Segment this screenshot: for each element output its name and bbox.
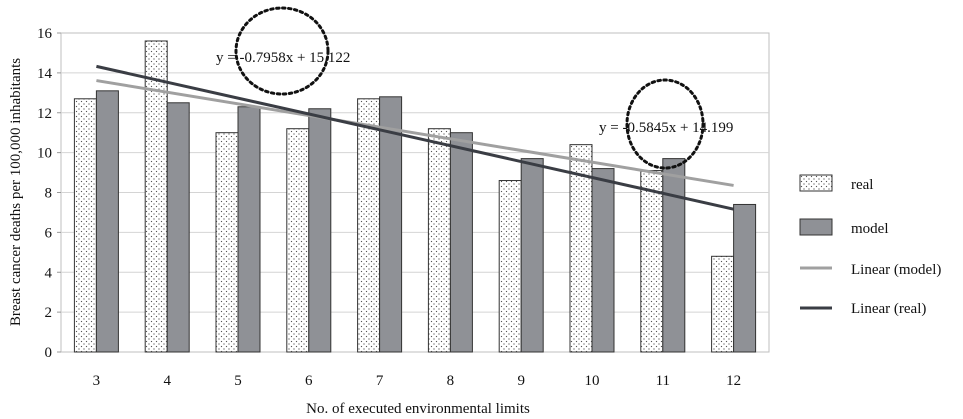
annotations: y = -0.7958x + 15.122 y = -0.5845x + 14.1…	[216, 6, 733, 170]
bar-model-9	[520, 158, 544, 353]
x-tick-label: 9	[517, 373, 525, 389]
y-tick-label: 16	[37, 26, 53, 42]
y-tick-label: 2	[45, 305, 53, 321]
highlight-circle	[625, 78, 705, 170]
y-tick-label: 4	[45, 265, 53, 281]
legend: real model Linear (model) Linear (real)	[799, 174, 941, 317]
trend-equation-label: y = -0.5845x + 14.199	[599, 120, 733, 136]
x-tick-label: 5	[234, 373, 242, 389]
highlight-circle	[234, 6, 330, 96]
bar-model-5	[237, 106, 261, 353]
bar-model-12	[733, 203, 757, 353]
x-tick-label: 4	[163, 373, 171, 389]
bar-model-3	[95, 90, 119, 353]
x-tick-label: 8	[447, 373, 455, 389]
y-tick-label: 6	[45, 225, 53, 241]
legend-label-model: model	[851, 221, 889, 237]
legend-item-linear-real: Linear (real)	[800, 301, 926, 317]
trendline-linear-model	[96, 79, 734, 187]
x-tick-label: 6	[305, 373, 313, 389]
bar-real-5	[215, 132, 239, 353]
bar-real-8	[427, 128, 451, 353]
bar-model-11	[662, 158, 686, 353]
bar-real-7	[357, 98, 381, 353]
legend-label-linear-real: Linear (real)	[851, 301, 926, 317]
legend-swatch-real	[799, 174, 833, 192]
bar-model-4	[166, 102, 190, 353]
x-axis-label: No. of executed environmental limits	[306, 401, 530, 417]
bar-real-6	[286, 128, 310, 353]
bar-model-7	[379, 96, 403, 353]
y-tick-label: 12	[37, 106, 52, 122]
y-tick-label: 10	[37, 146, 52, 162]
bar-model-10	[591, 168, 615, 353]
trend-equation-label: y = -0.7958x + 15.122	[216, 50, 350, 66]
bars	[73, 40, 757, 353]
bar-model-6	[308, 108, 332, 353]
legend-item-linear-model: Linear (model)	[800, 262, 941, 278]
y-tick-label: 0	[45, 345, 53, 361]
bar-model-8	[449, 132, 473, 353]
y-axis-ticks: 0 2 4 6 8 10 12 14 16	[37, 26, 61, 361]
bar-real-11	[640, 170, 664, 353]
x-tick-label: 10	[585, 373, 600, 389]
x-tick-label: 3	[93, 373, 101, 389]
legend-swatch-model	[799, 218, 833, 236]
bar-real-3	[73, 98, 97, 353]
legend-label-real: real	[851, 177, 873, 193]
x-axis-ticks: 3 4 5 6 7 8 9 10 11 12	[93, 373, 741, 389]
y-tick-label: 8	[45, 186, 53, 202]
trendline-linear-real	[96, 64, 734, 211]
y-axis-label: Breast cancer deaths per 100,000 inhabit…	[8, 58, 24, 326]
bar-real-12	[711, 255, 735, 353]
x-tick-label: 11	[656, 373, 670, 389]
x-tick-label: 12	[726, 373, 741, 389]
legend-label-linear-model: Linear (model)	[851, 262, 941, 278]
bar-real-9	[498, 180, 522, 353]
trendlines	[96, 64, 734, 211]
legend-item-model: model	[799, 218, 889, 237]
x-tick-label: 7	[376, 373, 384, 389]
legend-item-real: real	[799, 174, 873, 193]
y-tick-label: 14	[37, 66, 53, 82]
